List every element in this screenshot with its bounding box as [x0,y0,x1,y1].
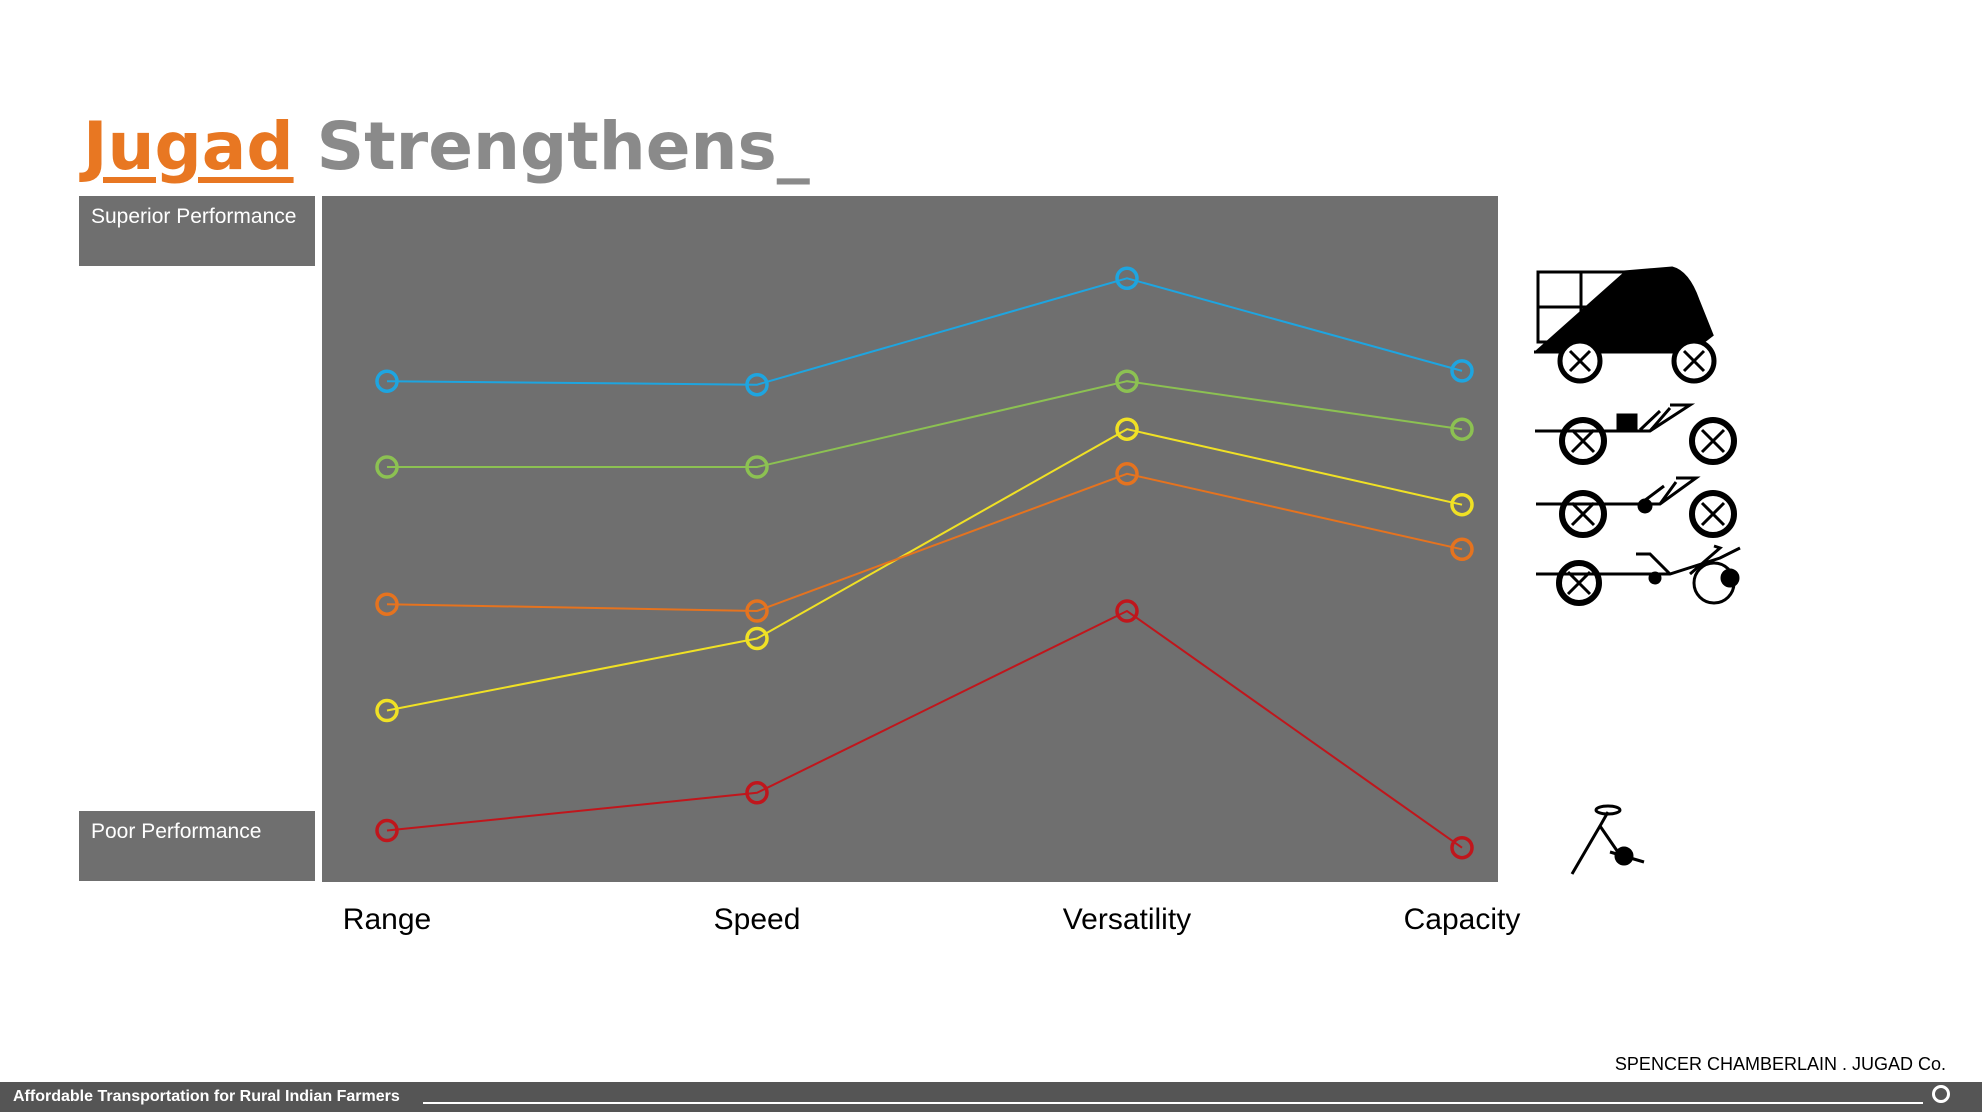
series-lines [386,277,1463,849]
data-point-0-3 [1450,359,1474,383]
title-rest: Strengthens_ [316,108,810,185]
footer-bar [0,1082,1982,1112]
x-axis-label-speed: Speed [714,903,801,936]
data-point-2-3 [1450,492,1474,517]
data-point-2-0 [375,698,399,723]
footer-circle-icon [1932,1085,1950,1103]
x-axis-labels: Range Speed Versatility Capacity [343,903,1521,936]
data-point-1-0 [375,455,399,479]
series-points [375,266,1474,860]
author-credit: SPENCER CHAMBERLAIN . JUGAD Co. [1614,1054,1946,1074]
plot-area [322,196,1498,882]
data-point-3-0 [375,592,399,616]
x-axis-label-range: Range [343,903,431,936]
x-axis-label-versatility: Versatility [1063,903,1191,936]
data-point-4-2 [1115,599,1139,623]
data-point-3-1 [745,599,769,623]
series-line-0 [386,277,1463,386]
data-point-1-3 [1450,417,1474,441]
data-point-0-1 [745,372,769,397]
data-point-2-1 [745,626,769,651]
poor-performance-label: Poor Performance [79,811,315,881]
series-line-2 [386,428,1463,712]
data-point-0-0 [375,369,399,393]
data-point-0-2 [1115,266,1139,291]
superior-performance-label: Superior Performance [79,196,315,266]
title-accent: Jugad [83,108,294,185]
motor-tricycle-icon [1535,403,1737,465]
data-point-2-2 [1115,417,1139,441]
data-point-3-2 [1115,462,1139,486]
pedal-tricycle-icon [1536,544,1741,606]
wheel-handle-icon [1570,804,1645,875]
assisted-tricycle-icon [1536,476,1737,538]
data-point-4-3 [1450,835,1474,860]
data-point-3-3 [1450,537,1474,562]
data-point-4-0 [375,818,399,843]
series-line-4 [386,609,1463,849]
series-line-1 [387,380,1463,468]
data-point-1-2 [1115,369,1139,393]
footer-text: Affordable Transportation for Rural Indi… [13,1088,400,1105]
data-point-4-1 [745,781,769,805]
cargo-tricycle-icon [1534,266,1717,384]
footer-line [423,1102,1923,1104]
series-line-3 [386,472,1463,613]
x-axis-label-capacity: Capacity [1404,903,1521,936]
slide-title: Jugad Strengthens_ [83,108,810,185]
line-chart: Range Speed Versatility Capacity [322,196,1741,936]
data-point-1-1 [745,455,769,479]
